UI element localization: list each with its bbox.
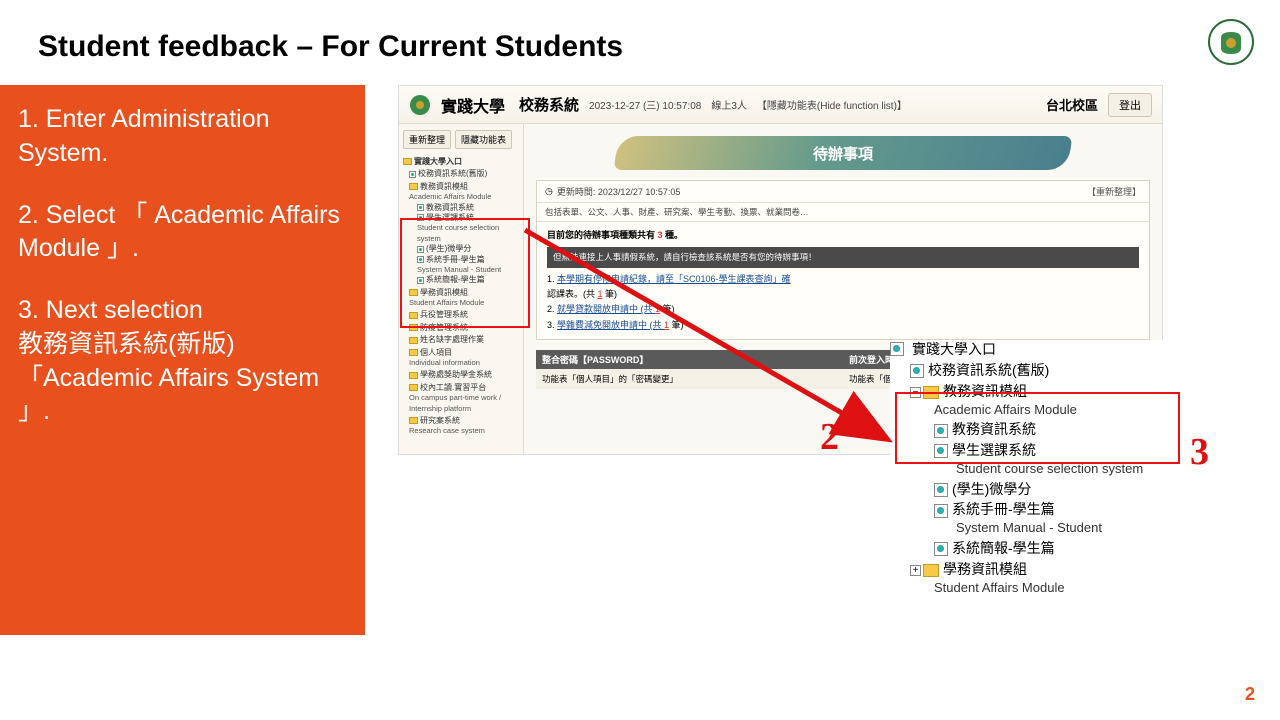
tree-item[interactable]: 教務資訊模組Academic Affairs Module [409, 182, 519, 203]
todo-panel: ◷ 更新時間: 2023/12/27 10:57:05 【重新整理】 包括表單、… [536, 180, 1150, 340]
folder-icon [409, 384, 418, 391]
hide-fn-hint[interactable]: 【隱藏功能表(Hide function list)】 [757, 97, 907, 112]
todo-title: 待辦事項 [536, 132, 1150, 174]
system-name: 校務系統 [519, 94, 579, 115]
university-logo-icon [1207, 18, 1255, 66]
file-icon [910, 364, 924, 378]
page-title: Student feedback – For Current Students [38, 30, 623, 64]
header-timestamp: 2023-12-27 (三) 10:57:08 [589, 97, 701, 112]
todo-categories: 包括表單、公文、人事、財產、研究案、學生考勤、換票、就業問卷… [537, 203, 1149, 222]
step-3: 3. Next selection 教務資訊系統(新版) 「Academic A… [18, 294, 347, 429]
step-marker-3: 3 [1190, 430, 1209, 474]
step-marker-2: 2 [820, 415, 839, 459]
uni-logo-icon [409, 94, 431, 116]
zoom-root[interactable]: 實踐大學入口 [890, 340, 1185, 359]
instructions-panel: 1. Enter Administration System. 2. Selec… [0, 85, 365, 635]
tree-item[interactable]: 學務處獎助學金系統 [409, 370, 519, 380]
refresh-link[interactable]: 【重新整理】 [1087, 185, 1141, 198]
app-header: 實踐大學 校務系統 2023-12-27 (三) 10:57:08 線上3人 【… [399, 86, 1162, 124]
todo-count: 目前您的待辦事項種類共有 3 種。 [547, 228, 1139, 243]
todo-item: 1. 本學期有停修申請紀錄，請至「SC0106-學生課表查詢」確 [547, 272, 1139, 287]
update-time: 更新時間: 2023/12/27 10:57:05 [557, 185, 681, 198]
tree-item[interactable]: 教務資訊系統 [417, 203, 519, 213]
todo-item: 認課表。(共 1 筆) [547, 287, 1139, 302]
folder-icon [409, 183, 418, 190]
file-icon [409, 171, 416, 178]
tree-item[interactable]: 校內工讀.實習平台On campus part-time work / Inte… [409, 383, 519, 414]
clock-icon: ◷ [545, 186, 553, 197]
hide-menu-button[interactable]: 隱藏功能表 [455, 130, 512, 149]
todo-link[interactable]: 本學期有停修申請紀錄，請至「SC0106-學生課表查詢」確 [557, 274, 791, 284]
highlight-box-2 [895, 392, 1180, 464]
tree-item[interactable]: 研究案系統Research case system [409, 416, 519, 437]
todo-item: 3. 學雜費減免開放申請中 (共 1 筆) [547, 318, 1139, 333]
file-icon [934, 542, 948, 556]
logout-button[interactable]: 登出 [1108, 93, 1152, 117]
zoom-item-en: Student Affairs Module [934, 579, 1185, 597]
zoom-item[interactable]: 校務資訊系統(舊版) [910, 361, 1185, 380]
folder-icon [409, 349, 418, 356]
tree-item[interactable]: 校務資訊系統(舊版) [409, 169, 519, 179]
password-header: 整合密碼【PASSWORD】 [536, 350, 843, 369]
step-2: 2. Select 「 Academic Affairs Module 」. [18, 199, 347, 267]
step-1: 1. Enter Administration System. [18, 103, 347, 171]
file-icon [934, 504, 948, 518]
file-icon [417, 204, 424, 211]
file-icon [890, 342, 904, 356]
campus-label: 台北校區 [1046, 95, 1098, 114]
zoom-item[interactable]: +學務資訊模組 [910, 560, 1185, 579]
zoom-item-en: System Manual - Student [956, 519, 1185, 537]
highlight-box-1 [400, 218, 530, 328]
folder-icon [409, 372, 418, 379]
todo-link[interactable]: 就學貸款開放申請中 (共 [557, 304, 655, 314]
tree-item[interactable]: 個人項目Individual information [409, 348, 519, 369]
reload-button[interactable]: 重新整理 [403, 130, 451, 149]
password-body: 功能表「個人項目」的「密碼變更」 [536, 369, 843, 389]
todo-item: 2. 就學貸款開放申請中 (共 1 筆) [547, 302, 1139, 317]
zoom-item[interactable]: 系統簡報-學生篇 [934, 539, 1185, 558]
file-icon [934, 483, 948, 497]
expand-icon[interactable]: + [910, 565, 921, 576]
page-number: 2 [1245, 684, 1255, 705]
folder-icon [923, 564, 939, 577]
folder-icon [409, 337, 418, 344]
zoom-item[interactable]: (學生)微學分 [934, 480, 1185, 499]
todo-link[interactable]: 學雜費減免開放申請中 (共 [557, 320, 664, 330]
tree-item[interactable]: 姓名缺字處理作業 [409, 335, 519, 345]
folder-icon [409, 417, 418, 424]
folder-icon [403, 158, 412, 165]
notice-bar: 但無法連接上人事請假系統，請自行檢查該系統是否有您的待辦事項！ [547, 247, 1139, 267]
online-count: 線上3人 [711, 97, 747, 112]
zoom-item[interactable]: 系統手冊-學生篇 [934, 500, 1185, 519]
zoom-tree-panel: 實踐大學入口 校務資訊系統(舊版) −教務資訊模組 Academic Affai… [890, 340, 1185, 665]
university-name: 實踐大學 [441, 93, 505, 117]
